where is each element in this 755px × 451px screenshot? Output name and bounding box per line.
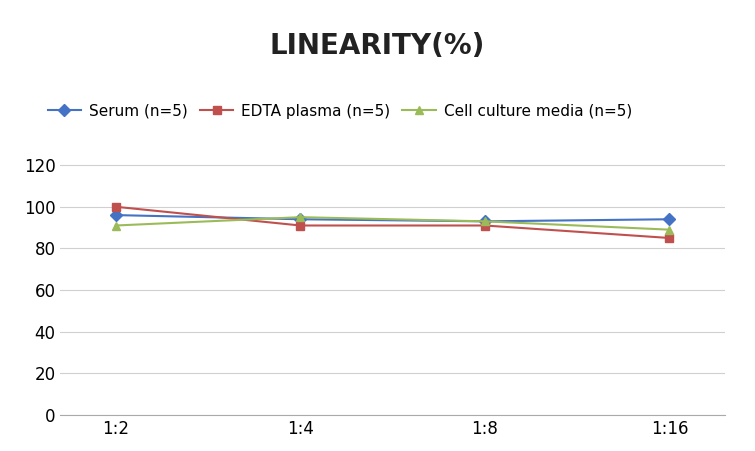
EDTA plasma (n=5) [665, 235, 674, 241]
Line: EDTA plasma (n=5): EDTA plasma (n=5) [112, 202, 673, 242]
Legend: Serum (n=5), EDTA plasma (n=5), Cell culture media (n=5): Serum (n=5), EDTA plasma (n=5), Cell cul… [42, 98, 638, 125]
EDTA plasma (n=5) [480, 223, 489, 228]
Line: Cell culture media (n=5): Cell culture media (n=5) [112, 213, 673, 234]
EDTA plasma (n=5) [111, 204, 120, 209]
Cell culture media (n=5) [665, 227, 674, 232]
Text: LINEARITY(%): LINEARITY(%) [270, 32, 485, 60]
Serum (n=5) [665, 216, 674, 222]
Serum (n=5) [480, 219, 489, 224]
Serum (n=5) [111, 212, 120, 218]
Serum (n=5) [296, 216, 305, 222]
Cell culture media (n=5) [296, 215, 305, 220]
Cell culture media (n=5) [111, 223, 120, 228]
EDTA plasma (n=5) [296, 223, 305, 228]
Cell culture media (n=5) [480, 219, 489, 224]
Line: Serum (n=5): Serum (n=5) [112, 211, 673, 226]
